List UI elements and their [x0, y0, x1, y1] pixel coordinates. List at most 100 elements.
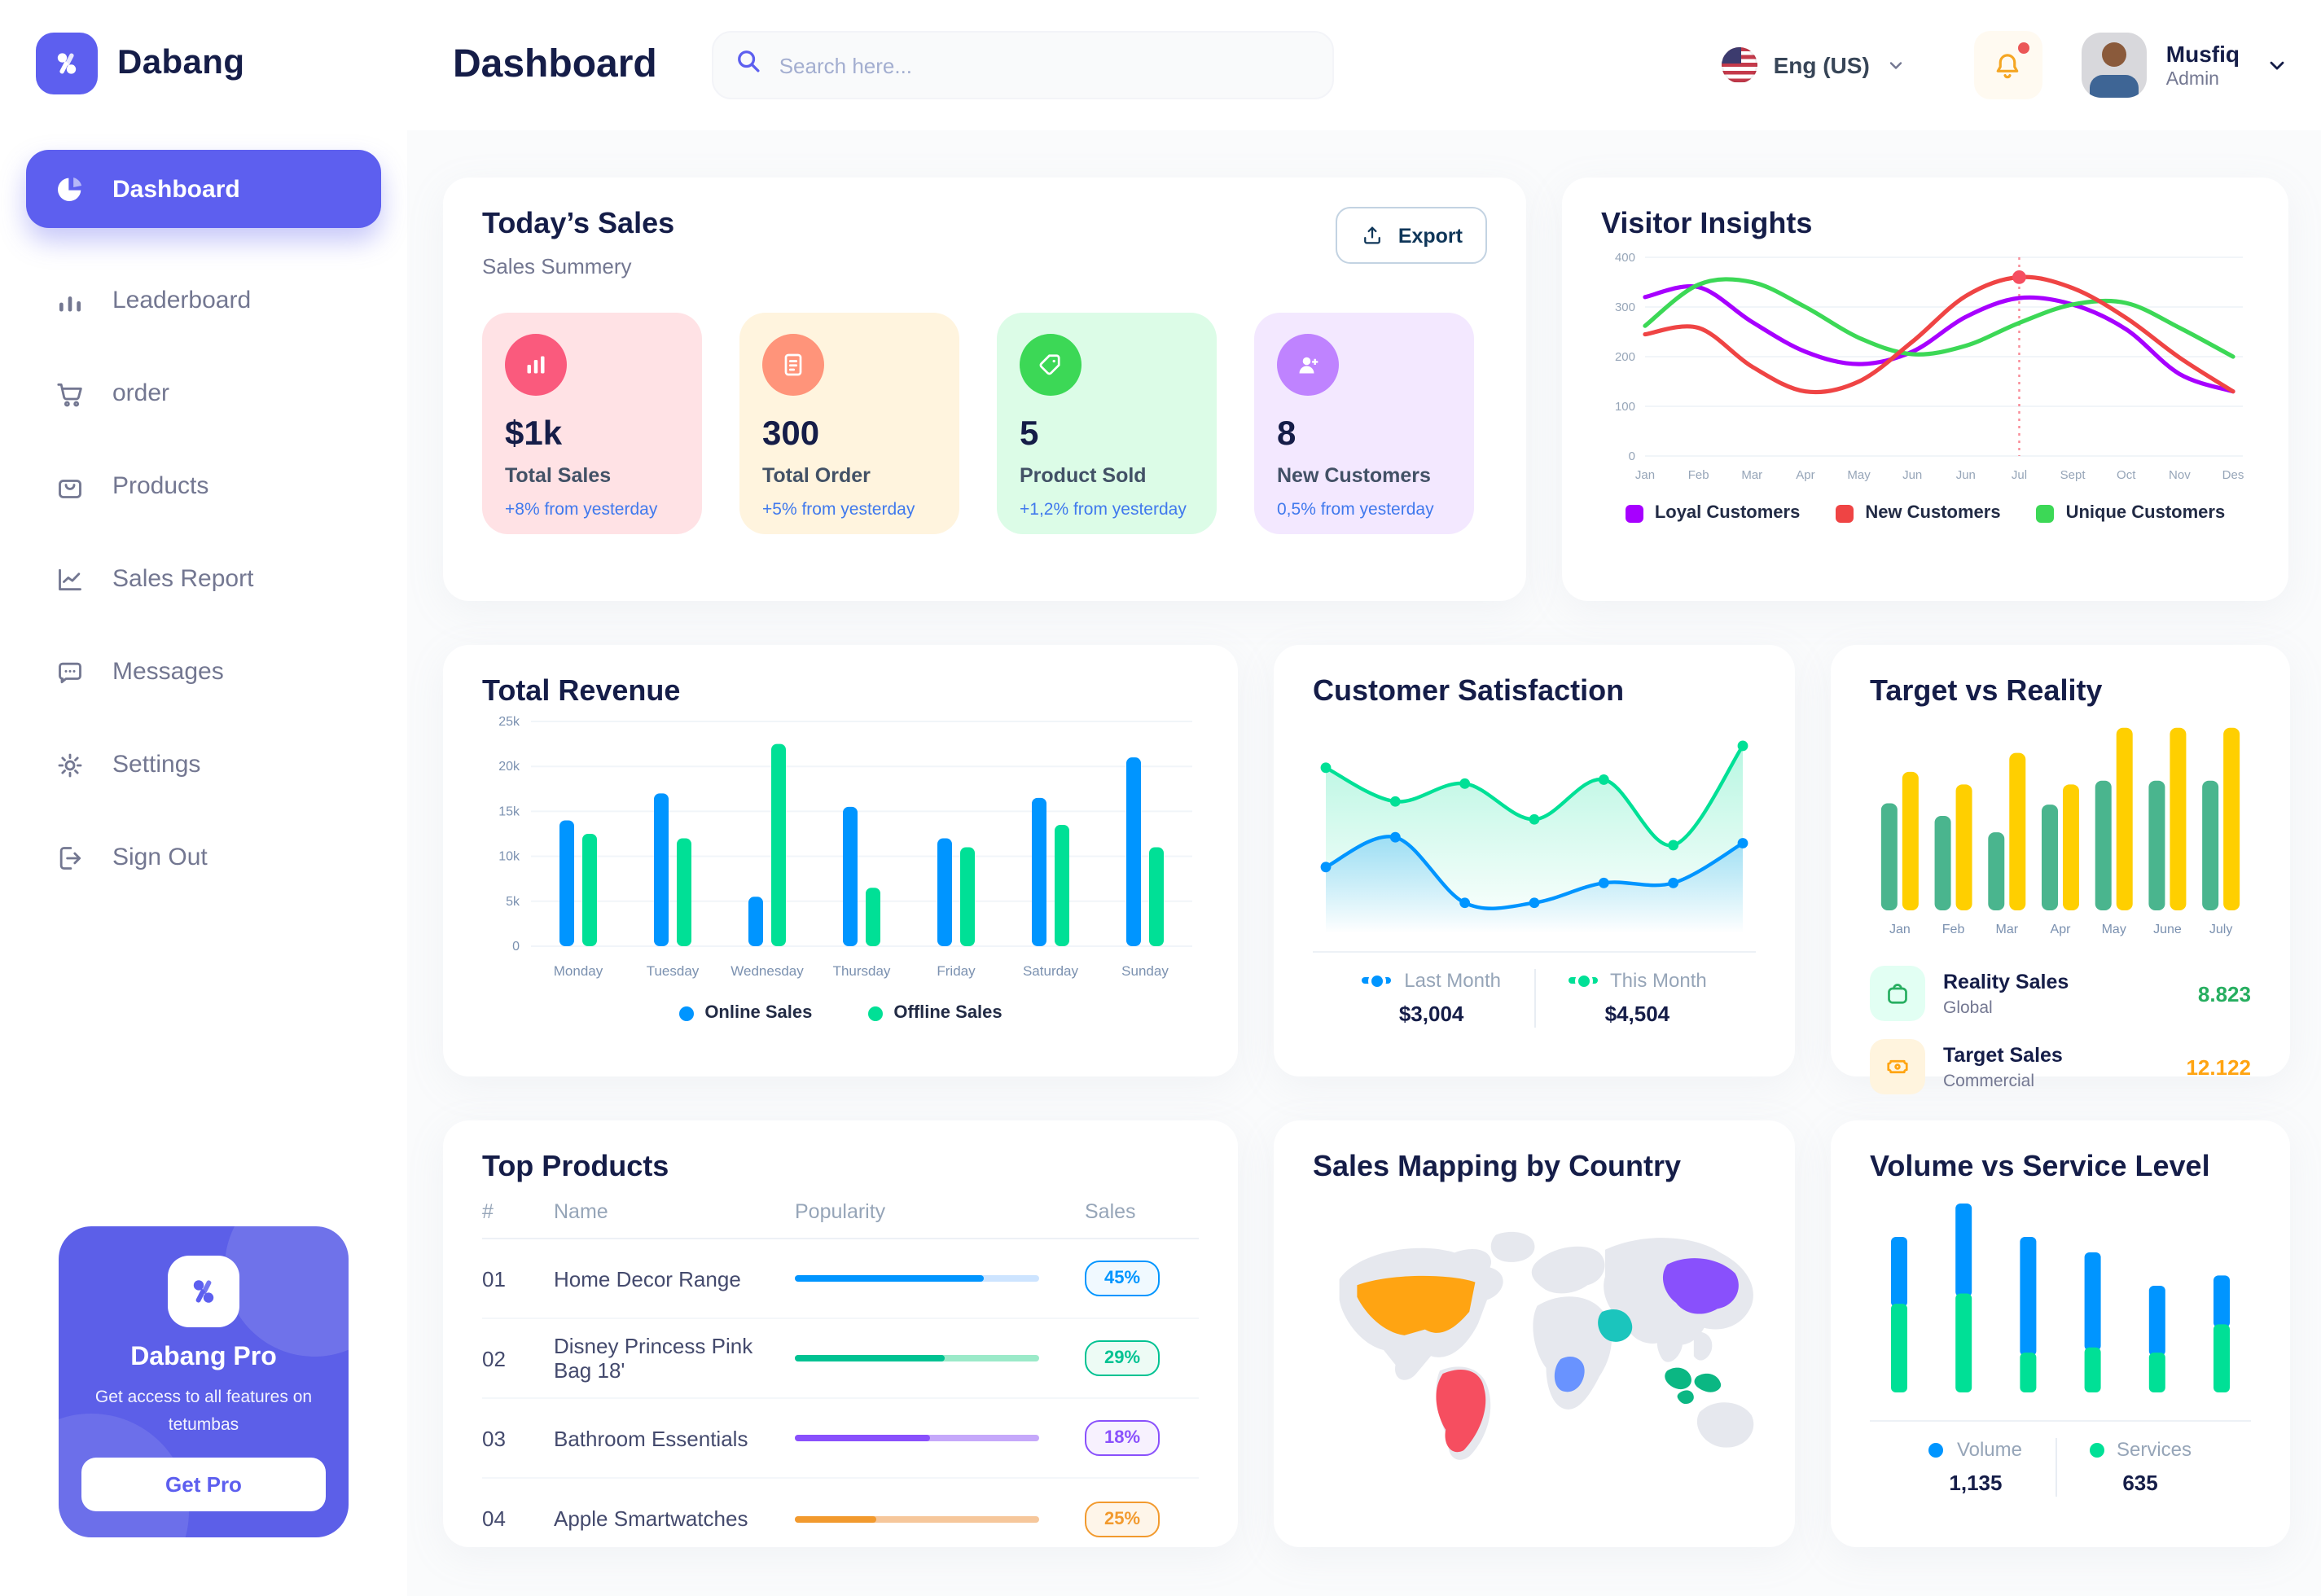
popularity-bar: [795, 1435, 1039, 1441]
notification-badge: [2017, 42, 2029, 54]
sidebar-item-label: order: [112, 379, 170, 407]
sidebar-menu: Dashboard Leaderboard order Products Sal…: [0, 150, 407, 904]
sidebar-item-label: Leaderboard: [112, 287, 252, 314]
svg-text:Jun: Jun: [1902, 468, 1922, 482]
today-sales-card: Today’s Sales Sales Summery Export $1k T…: [443, 178, 1526, 601]
sidebar-item-products[interactable]: Products: [0, 440, 407, 533]
total-revenue-title: Total Revenue: [482, 674, 681, 707]
last-month-total: $3,004: [1398, 1002, 1464, 1026]
sales-badge: 18%: [1085, 1420, 1160, 1456]
legend-swatch: [1625, 504, 1643, 522]
svg-text:May: May: [1847, 468, 1871, 482]
svg-text:Jan: Jan: [1889, 923, 1911, 936]
sidebar-item-sales-report[interactable]: Sales Report: [0, 533, 407, 625]
stat-card-total-sales: $1k Total Sales +8% from yesterday: [482, 313, 702, 534]
svg-text:0: 0: [512, 940, 520, 954]
svg-text:Tuesday: Tuesday: [647, 963, 700, 979]
world-map: [1339, 1231, 1754, 1460]
svg-text:Feb: Feb: [1688, 468, 1709, 482]
tag-icon: [1020, 334, 1082, 396]
user-menu[interactable]: Musfiq Admin: [2081, 33, 2288, 98]
top-bar: Dashboard Eng (US) Musfiq Admin: [407, 0, 2321, 130]
reality-sales-legend: Reality Sales Global 8.823: [1870, 966, 2251, 1021]
svg-text:Oct: Oct: [2117, 468, 2136, 482]
pro-card-description: Get access to all features on tetumbas: [94, 1388, 313, 1435]
svg-text:25k: 25k: [498, 715, 520, 729]
sidebar-item-dashboard[interactable]: Dashboard: [26, 150, 381, 228]
visitor-insights-card: Visitor Insights 0 100 200 300 400 Jan Feb Mar A…: [1562, 178, 2288, 601]
search-icon: [734, 46, 765, 85]
svg-text:June: June: [2153, 923, 2182, 936]
svg-text:15k: 15k: [498, 805, 520, 818]
sign-out-icon: [52, 840, 88, 875]
top-products-card: Top Products # Name Popularity Sales 01 …: [443, 1120, 1238, 1547]
stat-cards: $1k Total Sales +8% from yesterday 300 T…: [482, 313, 1487, 534]
customer-satisfaction-title: Customer Satisfaction: [1313, 674, 1625, 707]
user-name: Musfiq: [2165, 41, 2240, 67]
user-plus-icon: [1277, 334, 1339, 396]
get-pro-button[interactable]: Get Pro: [81, 1458, 326, 1511]
target-sales-legend: Target Sales Commercial 12.122: [1870, 1039, 2251, 1094]
sidebar-item-order[interactable]: order: [0, 347, 407, 440]
svg-text:200: 200: [1615, 350, 1635, 364]
customer-satisfaction-legend: Last Month $3,004 This Month $4,504: [1313, 969, 1756, 1028]
svg-text:Feb: Feb: [1942, 923, 1965, 936]
today-sales-title: Today’s Sales: [482, 207, 675, 239]
search-input[interactable]: [779, 53, 1314, 77]
product-name: Home Decor Range: [554, 1266, 741, 1291]
bar-chart-icon: [52, 283, 88, 318]
notifications-button[interactable]: [1973, 31, 2042, 99]
svg-text:Des: Des: [2222, 468, 2244, 482]
legend-dot: [2089, 1442, 2104, 1457]
svg-text:20k: 20k: [498, 760, 520, 774]
svg-text:Wednesday: Wednesday: [731, 963, 804, 979]
table-row: 04 Apple Smartwatches 25%: [482, 1479, 1199, 1559]
ticket-icon: [1870, 1039, 1925, 1094]
country-saudi-arabia: [1598, 1309, 1633, 1342]
svg-text:Nov: Nov: [2169, 468, 2191, 482]
pie-chart-icon: [52, 171, 88, 207]
popularity-bar: [795, 1275, 1039, 1282]
product-name: Disney Princess Pink Bag 18': [554, 1334, 753, 1383]
country-china: [1662, 1258, 1739, 1314]
legend-swatch: [2036, 504, 2055, 522]
visitor-insights-title: Visitor Insights: [1601, 207, 1813, 239]
svg-text:Mar: Mar: [1996, 923, 2019, 936]
svg-text:Thursday: Thursday: [833, 963, 891, 979]
stat-card-product-sold: 5 Product Sold +1,2% from yesterday: [997, 313, 1217, 534]
volume-service-card: Volume vs Service Level Volume 1,135 Ser…: [1831, 1120, 2290, 1547]
legend-dot: [678, 1006, 694, 1020]
svg-text:300: 300: [1615, 300, 1635, 314]
table-header: # Name Popularity Sales: [482, 1184, 1199, 1239]
export-button[interactable]: Export: [1336, 207, 1487, 264]
pro-card: Dabang Pro Get access to all features on…: [59, 1226, 349, 1537]
language-selector[interactable]: Eng (US): [1721, 47, 1906, 83]
bag-icon: [1870, 966, 1925, 1021]
sidebar-item-messages[interactable]: Messages: [0, 625, 407, 718]
bell-icon: [1997, 53, 2020, 78]
sales-badge: 45%: [1085, 1261, 1160, 1296]
legend-dot: [1928, 1442, 1944, 1457]
user-role: Admin: [2165, 70, 2219, 90]
chevron-down-icon: [1889, 62, 1902, 69]
volume-total: 1,135: [1949, 1471, 2003, 1495]
sidebar-item-label: Sales Report: [112, 565, 254, 593]
legend-swatch: [1836, 504, 1854, 522]
sidebar-item-label: Settings: [112, 751, 201, 778]
sidebar-item-settings[interactable]: Settings: [0, 718, 407, 811]
product-name: Apple Smartwatches: [554, 1506, 748, 1531]
sidebar-item-sign-out[interactable]: Sign Out: [0, 811, 407, 904]
brand: Dabang: [0, 0, 407, 94]
svg-text:5k: 5k: [506, 895, 520, 909]
bar-chart-icon: [505, 334, 567, 396]
volume-service-legend: Volume 1,135 Services 635: [1870, 1438, 2251, 1497]
table-row: 03 Bathroom Essentials 18%: [482, 1399, 1199, 1479]
sidebar-item-leaderboard[interactable]: Leaderboard: [0, 254, 407, 347]
svg-text:Saturday: Saturday: [1023, 963, 1079, 979]
reality-sales-value: 8.823: [2197, 981, 2251, 1006]
target-vs-reality-card: Target vs Reality Jan Feb Mar Apr May June Jul…: [1831, 645, 2290, 1094]
search-box[interactable]: [712, 31, 1335, 99]
file-icon: [762, 334, 824, 396]
svg-text:0: 0: [1629, 449, 1635, 463]
sales-map-card: Sales Mapping by Country: [1274, 1120, 1795, 1547]
